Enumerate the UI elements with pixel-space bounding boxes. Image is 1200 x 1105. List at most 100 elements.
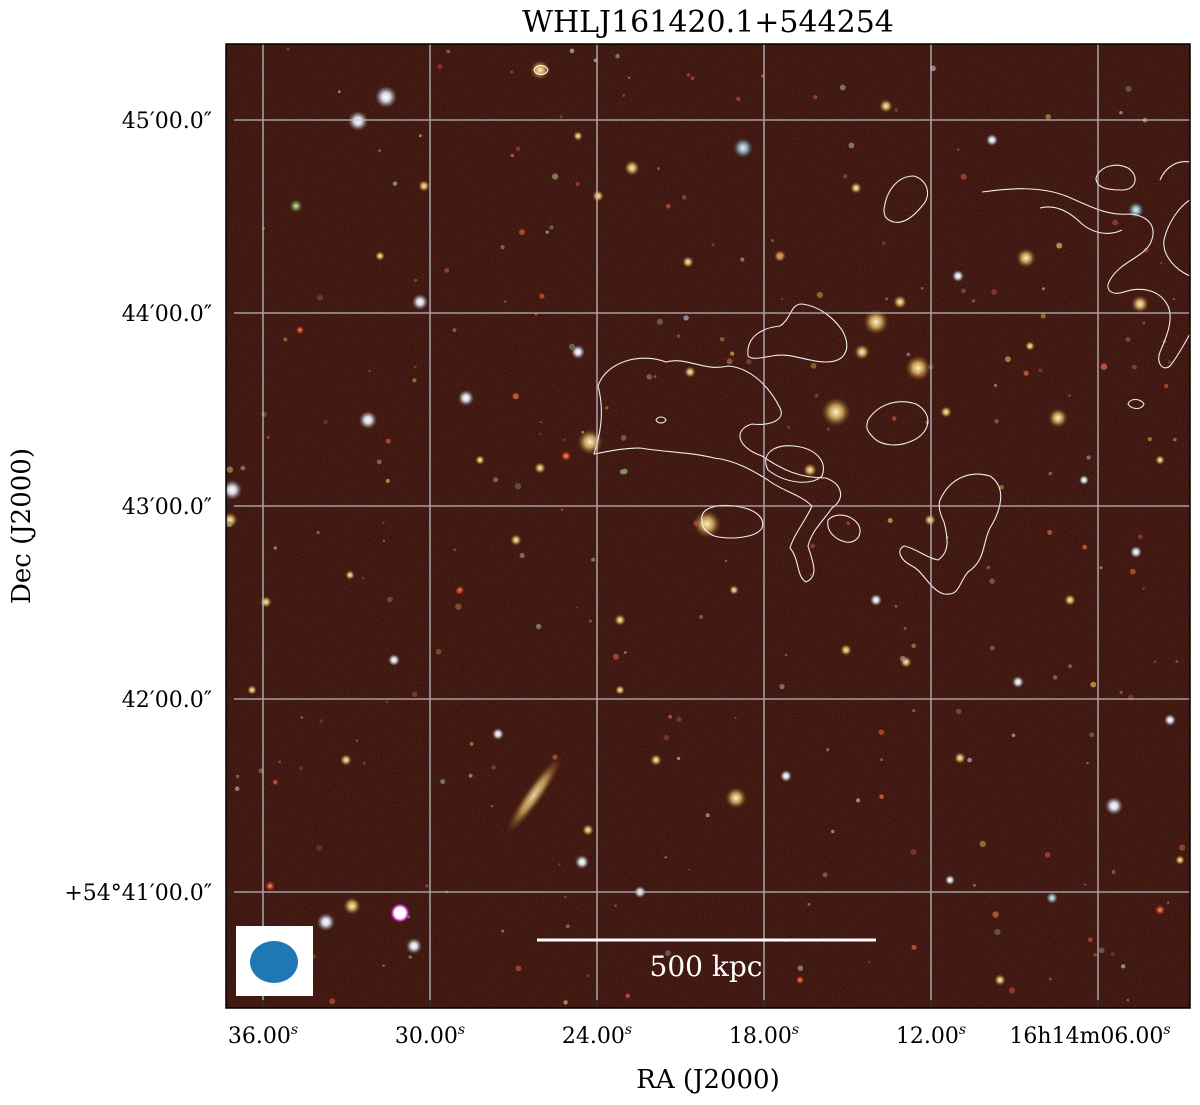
sky-source <box>693 510 721 538</box>
sky-source <box>650 754 662 766</box>
sky-source <box>560 450 572 462</box>
beam-ellipse <box>250 941 298 983</box>
faint-source <box>868 961 871 964</box>
faint-source <box>719 337 725 342</box>
faint-source <box>435 648 442 655</box>
sky-source <box>573 131 583 141</box>
faint-source <box>337 90 341 94</box>
faint-source <box>376 459 382 465</box>
faint-source <box>300 716 303 719</box>
sky-source <box>1025 341 1035 351</box>
x-axis-label: RA (J2000) <box>636 1065 780 1095</box>
faint-source <box>581 430 585 434</box>
sky-source <box>854 344 870 360</box>
faint-source <box>1129 568 1136 575</box>
faint-source <box>501 929 505 933</box>
faint-source <box>418 134 422 138</box>
faint-source <box>1110 952 1115 957</box>
faint-source <box>362 761 366 766</box>
faint-source <box>614 904 617 907</box>
faint-source <box>961 288 966 294</box>
faint-source <box>885 297 889 301</box>
faint-source <box>490 805 493 808</box>
faint-source <box>646 374 653 380</box>
faint-source <box>1173 437 1177 442</box>
faint-source <box>957 148 960 151</box>
faint-source <box>807 902 811 906</box>
faint-source <box>1138 534 1143 540</box>
faint-source <box>437 63 443 70</box>
faint-source <box>993 383 998 387</box>
faint-source <box>1047 530 1053 535</box>
faint-source <box>1053 675 1058 680</box>
faint-source <box>676 334 681 338</box>
sky-source <box>1128 202 1144 218</box>
faint-source <box>1045 114 1051 120</box>
faint-source <box>822 872 828 878</box>
faint-source <box>903 627 907 630</box>
sky-source <box>624 160 640 176</box>
faint-source <box>839 84 846 91</box>
contour-tiny-right <box>1127 398 1145 410</box>
plot-frame <box>225 43 1191 1009</box>
faint-source <box>1086 762 1089 765</box>
faint-source <box>676 756 681 761</box>
sky-source <box>247 685 257 695</box>
faint-source <box>273 779 278 785</box>
ra-tick-label: 16h14m06.00s <box>1009 1022 1170 1049</box>
faint-source <box>329 998 336 1005</box>
sky-source <box>492 728 504 740</box>
faint-source <box>273 546 277 550</box>
faint-source <box>412 378 417 383</box>
faint-source <box>994 419 999 424</box>
faint-source <box>515 965 522 972</box>
faint-source <box>664 856 667 859</box>
figure-title: WHLJ161420.1+544254 <box>522 5 894 40</box>
faint-source <box>787 425 791 429</box>
faint-source <box>385 478 390 483</box>
scale-bar-label: 500 kpc <box>650 950 763 983</box>
faint-source <box>746 359 752 365</box>
faint-source <box>588 619 593 623</box>
faint-source <box>880 758 883 761</box>
faint-source <box>539 421 542 424</box>
faint-source <box>971 299 976 303</box>
sky-image-panel: 500 kpc <box>226 44 1190 1008</box>
faint-source <box>586 974 590 978</box>
faint-source <box>955 708 962 715</box>
faint-source <box>1167 360 1172 365</box>
faint-source <box>781 297 784 301</box>
faint-source <box>534 313 538 316</box>
faint-source <box>994 928 1001 936</box>
faint-source <box>1038 368 1043 373</box>
faint-source <box>575 181 580 187</box>
faint-source <box>559 115 563 119</box>
faint-source <box>992 911 999 918</box>
sky-source <box>375 251 385 261</box>
ra-tick-label: 24.00s <box>562 1022 632 1049</box>
faint-source <box>278 760 282 764</box>
faint-source <box>777 252 784 259</box>
faint-source <box>452 328 457 333</box>
faint-source <box>226 466 234 473</box>
faint-source <box>1048 471 1053 476</box>
faint-source <box>663 734 670 741</box>
faint-source <box>319 719 324 724</box>
faint-source <box>656 318 663 325</box>
faint-source <box>826 427 830 431</box>
ra-tick-label: 18.00s <box>729 1022 799 1049</box>
faint-source <box>413 278 418 283</box>
ra-tick-label: 36.00s <box>228 1022 298 1049</box>
faint-source <box>1126 999 1129 1002</box>
ra-tick-labels: 36.00s 30.00s 24.00s 18.00s 12.00s 16h14… <box>228 1022 1171 1049</box>
dec-tick-label: 43′00.0″ <box>122 495 212 520</box>
faint-source <box>1143 247 1149 253</box>
faint-source <box>382 539 385 542</box>
faint-source <box>1153 660 1157 663</box>
faint-source <box>779 684 785 690</box>
faint-source <box>911 944 917 950</box>
faint-source <box>539 432 542 435</box>
faint-source <box>705 813 710 818</box>
faint-source <box>1082 544 1088 550</box>
faint-source <box>912 709 916 713</box>
